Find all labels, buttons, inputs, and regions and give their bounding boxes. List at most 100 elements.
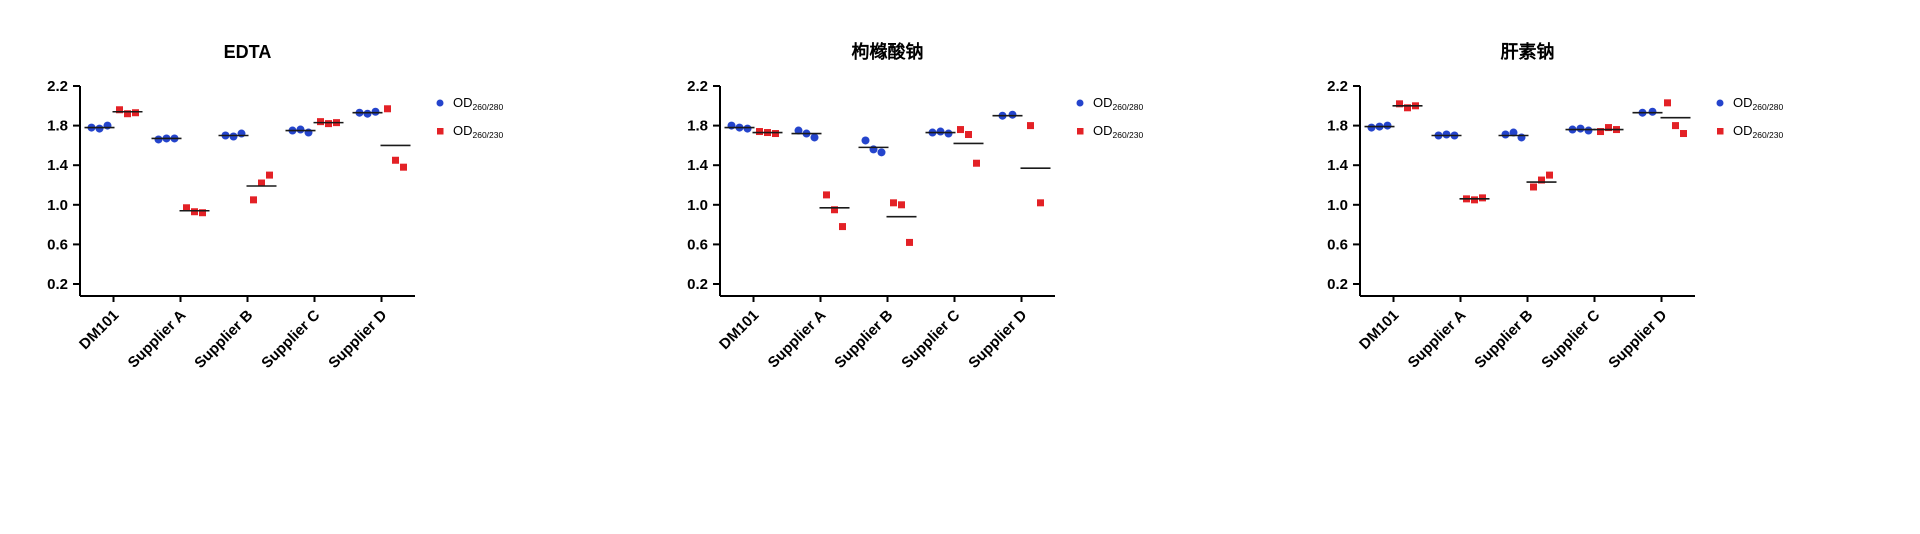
- x-category-label: Supplier C: [1538, 307, 1603, 372]
- x-category-label: Supplier B: [191, 307, 256, 372]
- legend-marker-square: [1077, 128, 1084, 135]
- y-tick-label: 0.2: [687, 276, 708, 293]
- y-tick-label: 2.2: [47, 78, 68, 95]
- data-point-od260-230: [116, 106, 123, 114]
- data-point-od260-280: [103, 121, 112, 130]
- chart-panel-1: EDTA 2.2 1.8 1.4 1.0 0.6 0.2 DM101 Supplier A Sup…: [0, 0, 640, 534]
- x-category-label: Supplier C: [898, 307, 963, 372]
- data-point-od260-280: [1576, 124, 1585, 133]
- data-point-od260-280: [1584, 126, 1593, 135]
- chart-title: 枸橼酸钠: [852, 41, 924, 62]
- data-point-od260-230: [317, 118, 324, 126]
- data-point-od260-280: [95, 124, 104, 133]
- data-point-od260-230: [392, 156, 399, 164]
- y-tick-label: 0.2: [47, 276, 68, 293]
- x-category-label: Supplier D: [325, 307, 390, 372]
- data-point-od260-280: [861, 136, 870, 145]
- y-tick-label: 1.8: [687, 118, 708, 135]
- x-category-label: Supplier D: [1605, 307, 1670, 372]
- data-point-od260-280: [936, 127, 945, 136]
- legend-marker-circle: [1076, 99, 1084, 107]
- data-point-od260-280: [1383, 121, 1392, 130]
- data-point-od260-230: [957, 126, 964, 134]
- y-tick-label: 1.8: [1327, 118, 1348, 135]
- data-point-od260-230: [325, 120, 332, 128]
- data-point-od260-230: [1605, 124, 1612, 132]
- data-point-od260-280: [371, 107, 380, 116]
- data-point-od260-280: [1008, 110, 1017, 119]
- data-point-od260-280: [229, 132, 238, 141]
- data-point-od260-230: [199, 209, 206, 217]
- chart-panel-3: 肝素钠 2.2 1.8 1.4 1.0 0.6 0.2 DM101 Supplier A Supp…: [1280, 0, 1920, 534]
- legend-marker-square: [1717, 128, 1724, 135]
- data-point-od260-280: [304, 128, 313, 137]
- x-category-label: Supplier B: [1471, 307, 1536, 372]
- data-point-od260-280: [1442, 130, 1451, 139]
- data-point-od260-280: [296, 125, 305, 134]
- y-tick-label: 1.0: [687, 197, 708, 214]
- legend-marker-circle: [436, 99, 444, 107]
- chart-title: EDTA: [224, 42, 272, 62]
- data-point-od260-280: [1648, 107, 1657, 116]
- data-point-od260-230: [772, 130, 779, 138]
- data-point-od260-280: [1367, 123, 1376, 132]
- y-tick-label: 1.4: [687, 157, 709, 174]
- data-point-od260-230: [124, 110, 131, 118]
- data-point-od260-230: [1027, 122, 1034, 130]
- y-tick-label: 2.2: [1327, 78, 1348, 95]
- data-point-od260-230: [384, 105, 391, 113]
- data-point-od260-280: [727, 121, 736, 130]
- data-point-od260-230: [1664, 99, 1671, 107]
- data-point-od260-230: [1672, 122, 1679, 130]
- data-point-od260-230: [1538, 176, 1545, 184]
- data-point-od260-230: [183, 204, 190, 212]
- legend-marker-circle: [1716, 99, 1724, 107]
- data-point-od260-230: [1546, 171, 1553, 179]
- x-category-label: Supplier D: [965, 307, 1030, 372]
- data-point-od260-280: [237, 129, 246, 138]
- data-point-od260-230: [191, 208, 198, 216]
- y-tick-label: 0.6: [1327, 236, 1348, 253]
- data-point-od260-230: [400, 163, 407, 171]
- data-point-od260-280: [1501, 130, 1510, 139]
- legend-label: OD260/280: [1733, 95, 1783, 112]
- legend-label: OD260/230: [1733, 123, 1783, 140]
- data-point-od260-230: [906, 238, 913, 246]
- x-category-label: Supplier A: [125, 307, 190, 372]
- data-point-od260-230: [258, 179, 265, 187]
- x-category-label: Supplier C: [258, 307, 323, 372]
- y-tick-label: 1.0: [47, 197, 68, 214]
- x-category-label: DM101: [76, 307, 122, 353]
- y-tick-label: 0.6: [47, 236, 68, 253]
- chart-panel-2: 枸橼酸钠 2.2 1.8 1.4 1.0 0.6 0.2 DM101 Supplier A Sup…: [640, 0, 1280, 534]
- data-point-od260-230: [1680, 130, 1687, 138]
- data-point-od260-280: [743, 124, 752, 133]
- data-point-od260-230: [266, 171, 273, 179]
- data-point-od260-280: [810, 133, 819, 142]
- data-point-od260-230: [1396, 100, 1403, 108]
- data-point-od260-230: [823, 191, 830, 199]
- data-point-od260-230: [1530, 183, 1537, 191]
- data-point-od260-230: [973, 159, 980, 167]
- data-point-od260-230: [132, 109, 139, 117]
- data-point-od260-280: [1517, 133, 1526, 142]
- data-point-od260-280: [869, 145, 878, 154]
- data-point-od260-280: [794, 126, 803, 135]
- legend-label: OD260/230: [453, 123, 503, 140]
- y-tick-label: 0.6: [687, 236, 708, 253]
- data-point-od260-230: [831, 206, 838, 214]
- x-category-label: DM101: [716, 307, 762, 353]
- x-category-label: Supplier B: [831, 307, 896, 372]
- data-point-od260-280: [944, 129, 953, 138]
- x-category-label: Supplier A: [1405, 307, 1470, 372]
- data-point-od260-280: [1509, 128, 1518, 137]
- data-point-od260-280: [363, 109, 372, 118]
- y-tick-label: 1.8: [47, 118, 68, 135]
- data-point-od260-230: [1471, 196, 1478, 204]
- y-tick-label: 1.4: [47, 157, 69, 174]
- chart-title: 肝素钠: [1501, 42, 1555, 62]
